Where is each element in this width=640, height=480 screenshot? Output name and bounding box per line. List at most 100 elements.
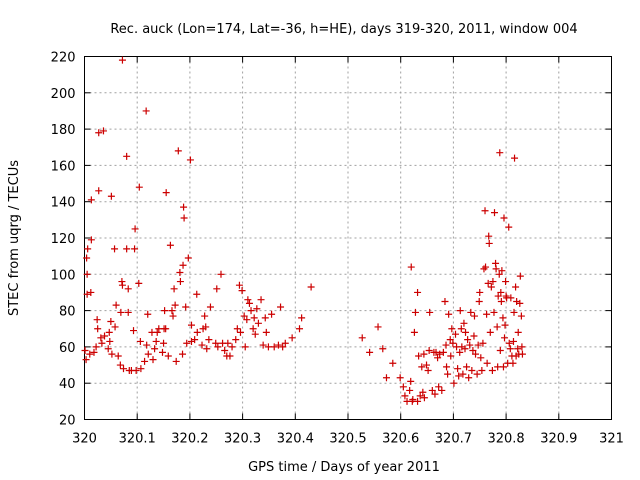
data-point (279, 343, 287, 351)
data-point (416, 392, 424, 400)
data-point (516, 299, 524, 307)
data-point (184, 254, 192, 262)
data-point (488, 366, 496, 374)
data-point (482, 263, 490, 271)
data-point (447, 352, 455, 360)
data-point (366, 348, 374, 356)
data-point (83, 290, 91, 298)
data-point (461, 345, 469, 353)
data-point (268, 310, 276, 318)
data-point (489, 278, 497, 286)
x-tick-label: 320.1 (119, 432, 156, 447)
data-point (277, 303, 285, 311)
data-point (500, 214, 508, 222)
data-point (141, 357, 149, 365)
data-point (514, 328, 522, 336)
data-point (221, 347, 229, 355)
data-point (107, 317, 115, 325)
data-point (112, 301, 120, 309)
data-point (474, 341, 482, 349)
data-point (464, 336, 472, 344)
data-point (411, 308, 419, 316)
y-tick-label: 140 (51, 196, 76, 211)
data-point (136, 337, 144, 345)
data-point (497, 288, 505, 296)
data-point (467, 308, 475, 316)
data-points (81, 56, 526, 405)
data-point (172, 357, 180, 365)
data-point (262, 328, 270, 336)
y-tick-label: 100 (51, 268, 76, 283)
data-point (176, 278, 184, 286)
data-point (506, 345, 514, 353)
data-point (442, 341, 450, 349)
data-point (407, 377, 415, 385)
data-point (473, 370, 481, 378)
data-point (235, 281, 243, 289)
y-tick-label: 220 (51, 51, 76, 66)
data-point (226, 352, 234, 360)
data-point (476, 288, 484, 296)
data-point (298, 314, 306, 322)
data-point (233, 325, 241, 333)
data-point (379, 345, 387, 353)
data-point (409, 396, 417, 404)
data-point (439, 348, 447, 356)
data-point (446, 336, 454, 344)
data-point (426, 308, 434, 316)
data-point (499, 314, 507, 322)
data-point (95, 129, 103, 137)
data-point (254, 319, 262, 327)
data-point (240, 312, 248, 320)
data-point (510, 308, 518, 316)
data-point (466, 341, 474, 349)
data-point (253, 305, 261, 313)
data-point (171, 301, 179, 309)
data-point (492, 265, 500, 273)
data-point (180, 214, 188, 222)
x-tick-label: 320.4 (277, 432, 314, 447)
data-point (485, 239, 493, 247)
x-tick-label: 320.6 (382, 432, 419, 447)
data-point (493, 323, 501, 331)
data-point (87, 196, 95, 204)
data-point (249, 325, 257, 333)
data-point (130, 327, 138, 335)
data-point (270, 343, 278, 351)
data-point (457, 325, 465, 333)
data-point (90, 348, 98, 356)
data-point (144, 350, 152, 358)
data-point (487, 283, 495, 291)
data-point (485, 232, 493, 240)
data-point (179, 261, 187, 269)
data-point (97, 334, 105, 342)
x-tick-label: 321 (599, 432, 624, 447)
data-point (454, 365, 462, 373)
data-point (118, 281, 126, 289)
data-point (174, 147, 182, 155)
data-point (479, 339, 487, 347)
data-point (477, 354, 485, 362)
x-axis-label: GPS time / Days of year 2011 (248, 460, 440, 475)
data-point (420, 394, 428, 402)
y-tick-label: 200 (51, 87, 76, 102)
data-point (517, 312, 525, 320)
data-point (244, 296, 252, 304)
data-point (431, 390, 439, 398)
data-point (170, 285, 178, 293)
data-point (414, 288, 422, 296)
data-point (401, 392, 409, 400)
data-point (186, 156, 194, 164)
data-point (193, 328, 201, 336)
data-point (131, 245, 139, 253)
data-point (281, 339, 289, 347)
data-point (201, 312, 209, 320)
data-point (135, 279, 143, 287)
data-point (117, 308, 125, 316)
data-point (505, 339, 513, 347)
data-point (407, 263, 415, 271)
data-point (180, 203, 188, 211)
data-point (456, 348, 464, 356)
y-tick-label: 180 (51, 123, 76, 138)
data-point (428, 386, 436, 394)
